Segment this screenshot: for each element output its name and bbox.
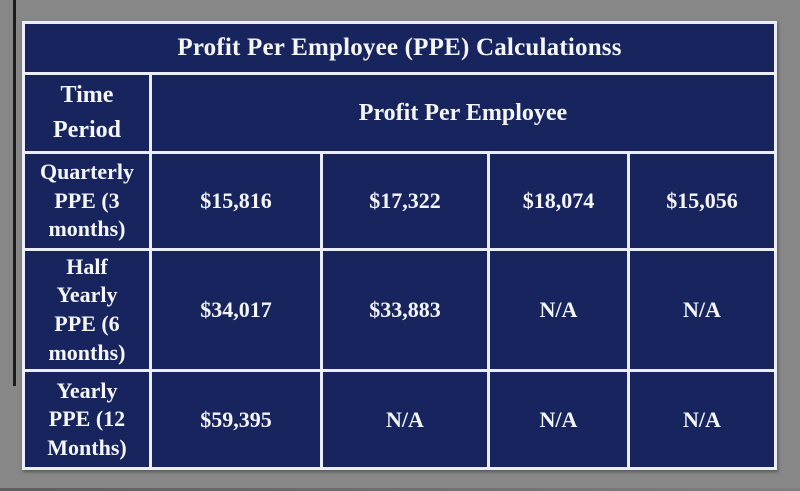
half-yearly-ppe-value-2: $33,883 bbox=[323, 251, 487, 369]
column-header-profit-per-employee: Profit Per Employee bbox=[152, 75, 774, 151]
table-title: Profit Per Employee (PPE) Calculationss bbox=[25, 24, 774, 72]
yearly-ppe-value-3: N/A bbox=[490, 372, 627, 467]
ppe-table: Profit Per Employee (PPE) Calculationss … bbox=[22, 21, 777, 470]
column-header-time-period: Time Period bbox=[25, 75, 149, 151]
quarterly-ppe-value-3: $18,074 bbox=[490, 154, 627, 248]
row-label-half-yearly-ppe: Half Yearly PPE (6 months) bbox=[25, 251, 149, 369]
quarterly-ppe-value-1: $15,816 bbox=[152, 154, 320, 248]
bottom-shadow bbox=[0, 488, 800, 491]
yearly-ppe-value-4: N/A bbox=[630, 372, 774, 467]
half-yearly-ppe-value-4: N/A bbox=[630, 251, 774, 369]
row-label-quarterly-ppe: Quarterly PPE (3 months) bbox=[25, 154, 149, 248]
quarterly-ppe-value-2: $17,322 bbox=[323, 154, 487, 248]
yearly-ppe-value-2: N/A bbox=[323, 372, 487, 467]
half-yearly-ppe-value-3: N/A bbox=[490, 251, 627, 369]
left-window-edge-line bbox=[13, 0, 16, 386]
row-label-yearly-ppe: Yearly PPE (12 Months) bbox=[25, 372, 149, 467]
quarterly-ppe-value-4: $15,056 bbox=[630, 154, 774, 248]
yearly-ppe-value-1: $59,395 bbox=[152, 372, 320, 467]
half-yearly-ppe-value-1: $34,017 bbox=[152, 251, 320, 369]
